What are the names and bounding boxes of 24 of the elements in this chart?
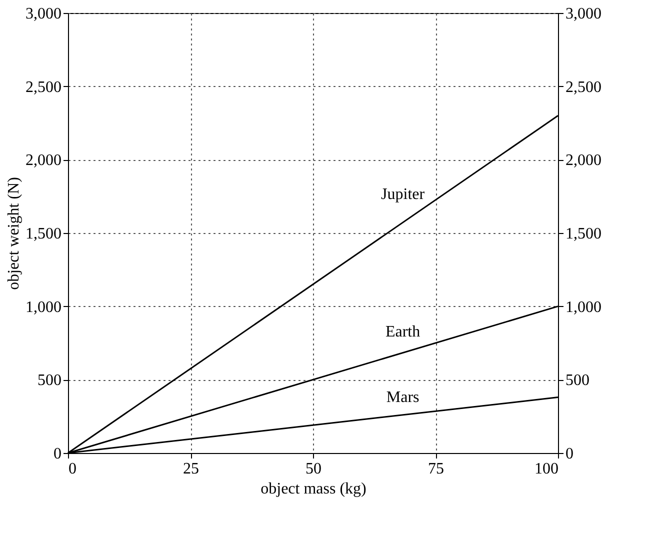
y2-tick-label: 3,000 xyxy=(566,6,602,22)
y2-tick-label: 2,500 xyxy=(566,78,602,96)
y2-tick-label: 1,500 xyxy=(566,226,602,242)
series-label: Mars xyxy=(386,388,420,406)
y-tick-label: 2,000 xyxy=(26,152,62,170)
x-tick-label: 75 xyxy=(428,460,444,478)
y-tick-label: 1,000 xyxy=(26,298,62,316)
series-label: Earth xyxy=(385,323,420,340)
y-tick-label: 500 xyxy=(38,372,62,390)
y-tick-label: 3,000 xyxy=(26,6,62,22)
y-tick-label: 1,500 xyxy=(26,226,62,242)
x-tick-label: 25 xyxy=(183,460,199,478)
x-tick-label: 0 xyxy=(68,460,76,478)
series-label: Jupiter xyxy=(381,186,426,204)
x-tick-label: 100 xyxy=(534,460,558,478)
y-axis-title: object weight (N) xyxy=(6,177,22,290)
x-axis-title: object mass (kg) xyxy=(260,480,366,498)
y2-tick-label: 1,000 xyxy=(566,298,602,316)
y2-tick-label: 500 xyxy=(566,372,590,390)
y2-tick-label: 2,000 xyxy=(566,152,602,170)
y-tick-label: 0 xyxy=(54,446,62,462)
y2-tick-label: 0 xyxy=(566,446,574,462)
y-tick-label: 2,500 xyxy=(26,78,62,96)
x-tick-label: 50 xyxy=(306,460,322,478)
